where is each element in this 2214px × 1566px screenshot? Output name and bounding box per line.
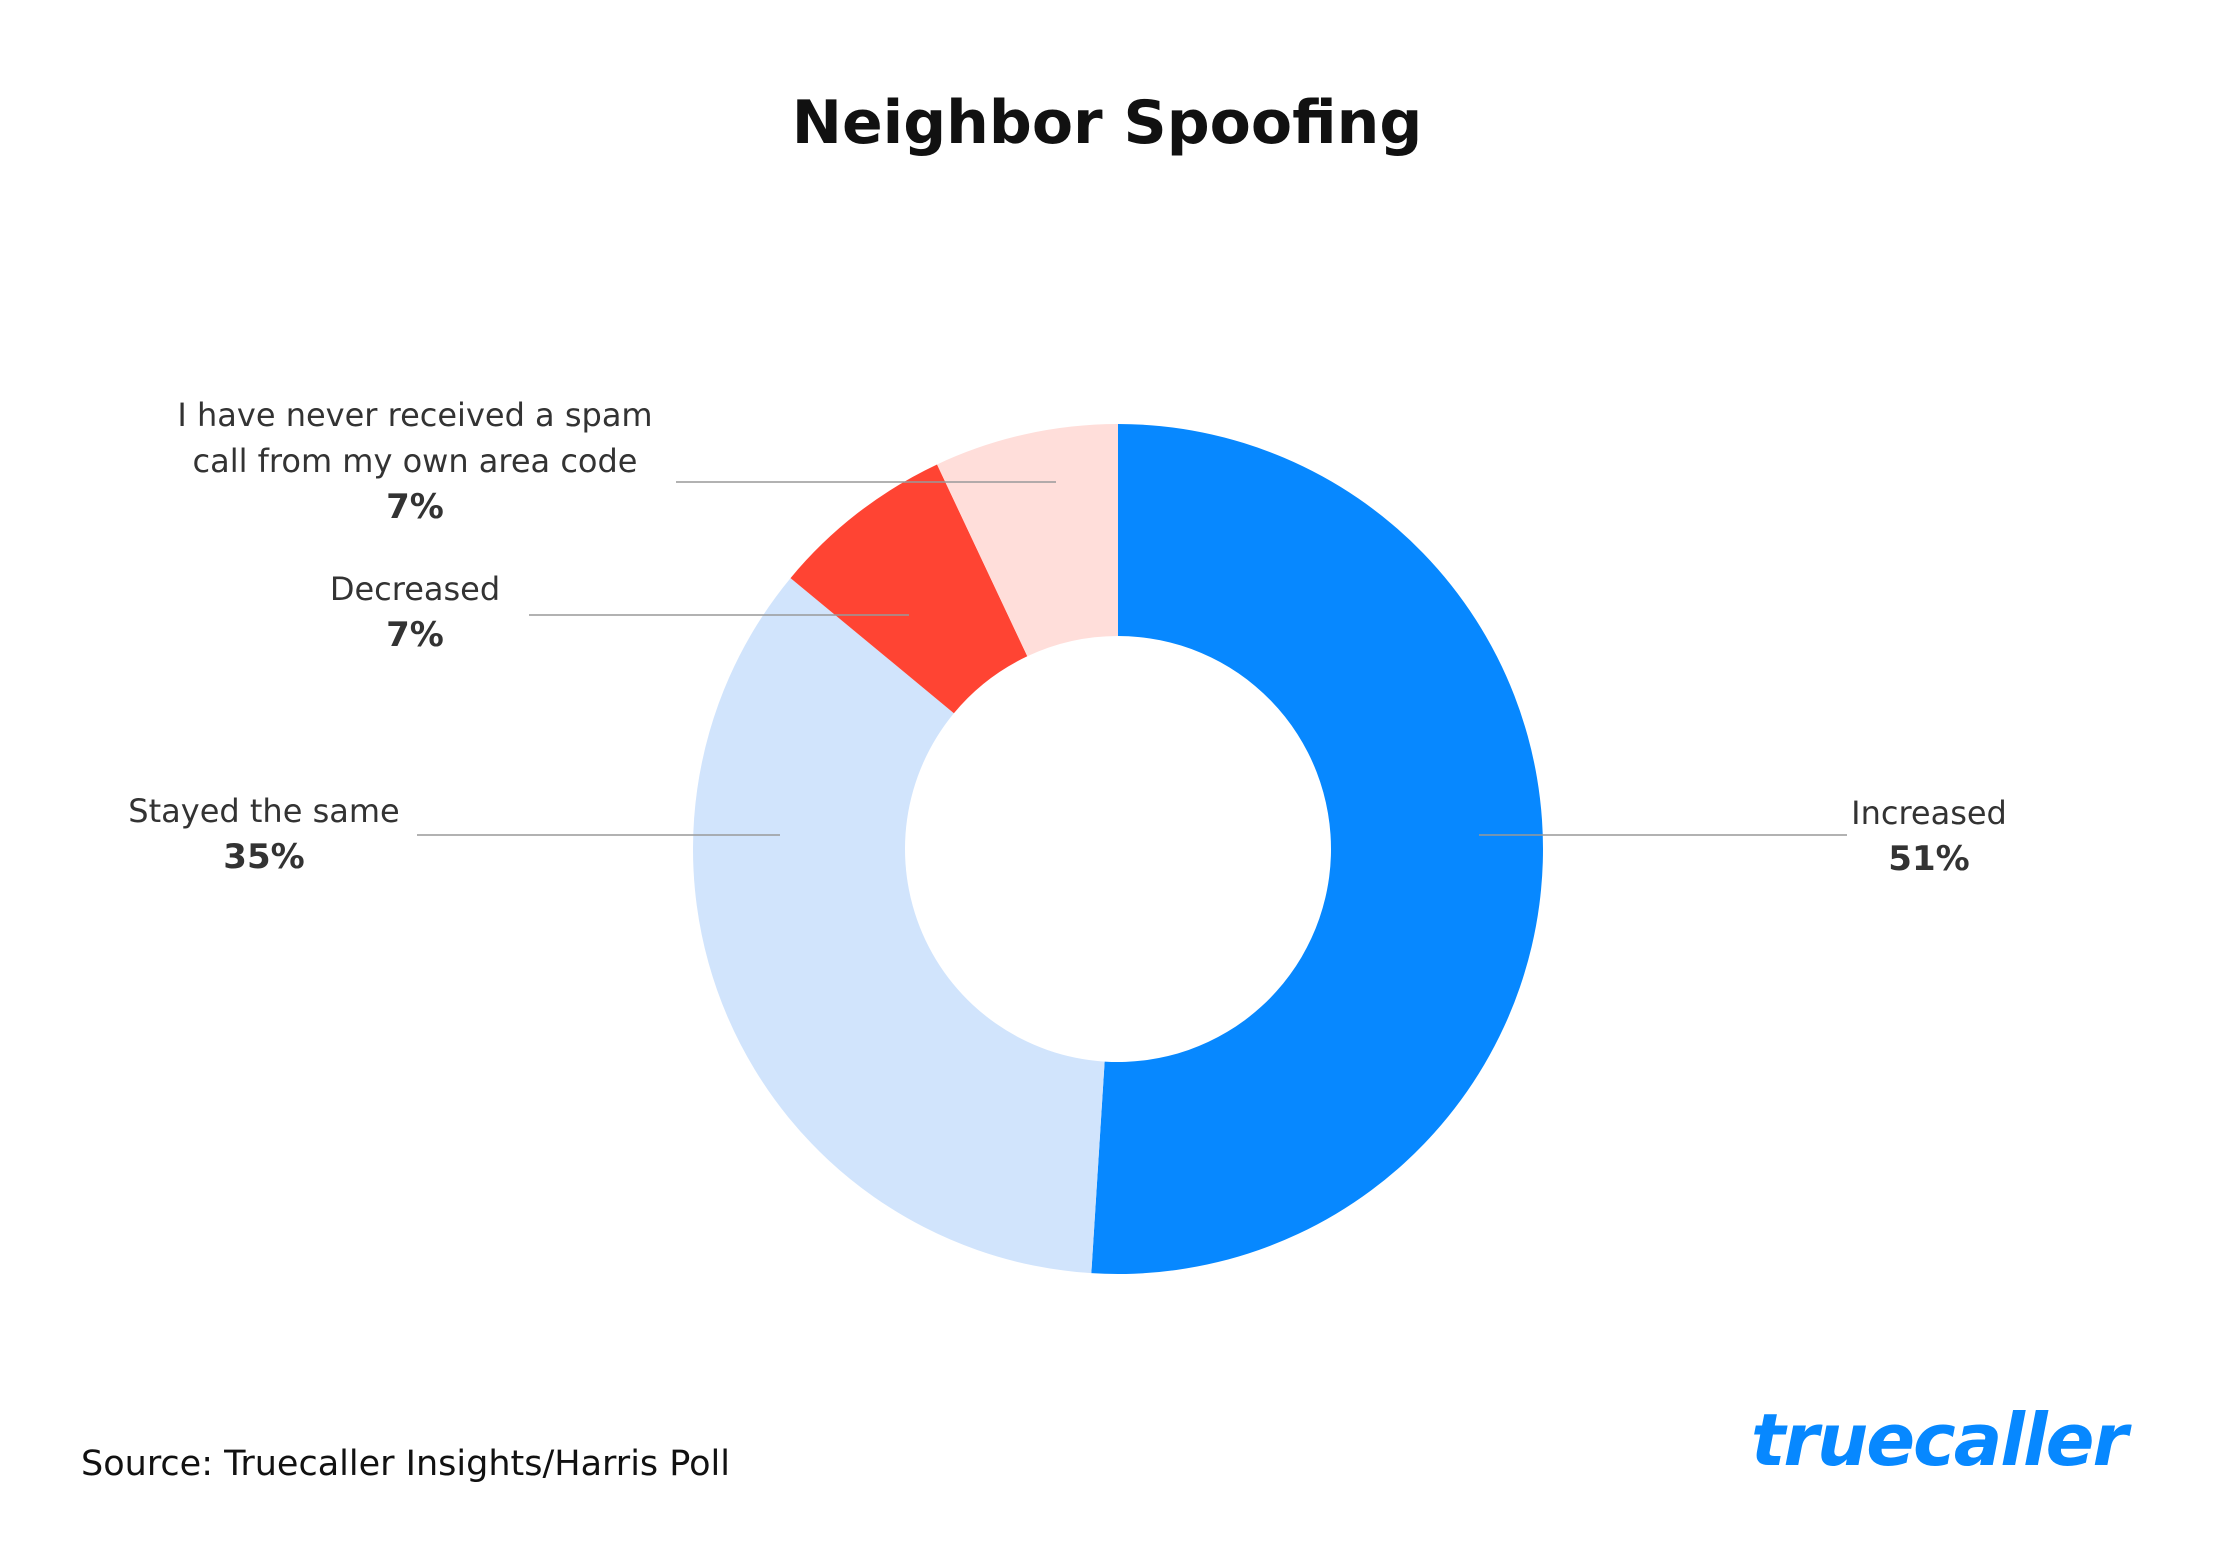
category-label: I have never received a spam call from m… (177, 396, 653, 480)
category-label: Increased (1851, 794, 2007, 832)
slice-label: Stayed the same 35% (64, 788, 464, 880)
category-label: Decreased (329, 570, 501, 608)
value-label: 7% (386, 615, 444, 655)
value-label: 51% (1888, 839, 1970, 879)
source: Source: Truecaller Insights/Harris Poll (81, 1444, 731, 1484)
slice (1091, 424, 1544, 1275)
slice (692, 578, 1105, 1274)
slices (692, 424, 1544, 1275)
value-label: 7% (386, 487, 444, 527)
logo: truecaller (1751, 1398, 2128, 1482)
value-label: 35% (223, 837, 305, 877)
slice (790, 464, 1028, 714)
slice-label: I have never received a spam call from m… (165, 392, 665, 530)
slice-label: Increased 51% (1779, 790, 2079, 882)
slice-label: Decreased 7% (265, 566, 565, 658)
category-label: Stayed the same (128, 792, 400, 830)
chart-title: Neighbor Spoofing (791, 88, 1423, 158)
leader-lines (417, 481, 1847, 836)
